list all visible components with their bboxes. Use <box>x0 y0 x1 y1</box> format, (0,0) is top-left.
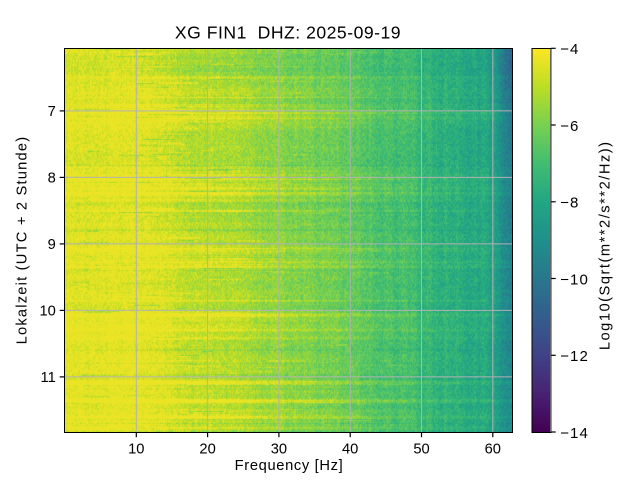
svg-text:20: 20 <box>199 442 215 458</box>
svg-text:−10: −10 <box>560 272 589 289</box>
svg-text:8: 8 <box>48 170 56 186</box>
svg-text:40: 40 <box>342 442 358 458</box>
svg-text:−8: −8 <box>560 195 579 212</box>
svg-text:−6: −6 <box>560 118 579 135</box>
svg-text:−4: −4 <box>560 41 579 58</box>
svg-text:XG FIN1 DHZ: 2025-09-19: XG FIN1 DHZ: 2025-09-19 <box>175 23 401 43</box>
svg-text:9: 9 <box>48 237 56 253</box>
svg-text:11: 11 <box>41 370 56 386</box>
svg-text:Log10(Sqrt(m**2/s**2/Hz)): Log10(Sqrt(m**2/s**2/Hz)) <box>598 140 614 350</box>
svg-text:−14: −14 <box>560 425 589 442</box>
svg-text:10: 10 <box>128 442 144 458</box>
svg-text:60: 60 <box>485 442 501 458</box>
svg-text:Frequency [Hz]: Frequency [Hz] <box>235 458 344 474</box>
svg-text:7: 7 <box>48 104 56 120</box>
svg-text:Lokalzeit (UTC + 2 Stunde): Lokalzeit (UTC + 2 Stunde) <box>14 136 30 345</box>
svg-text:30: 30 <box>271 442 287 458</box>
svg-text:10: 10 <box>39 303 55 319</box>
svg-text:−12: −12 <box>560 348 589 365</box>
svg-text:50: 50 <box>413 442 429 458</box>
